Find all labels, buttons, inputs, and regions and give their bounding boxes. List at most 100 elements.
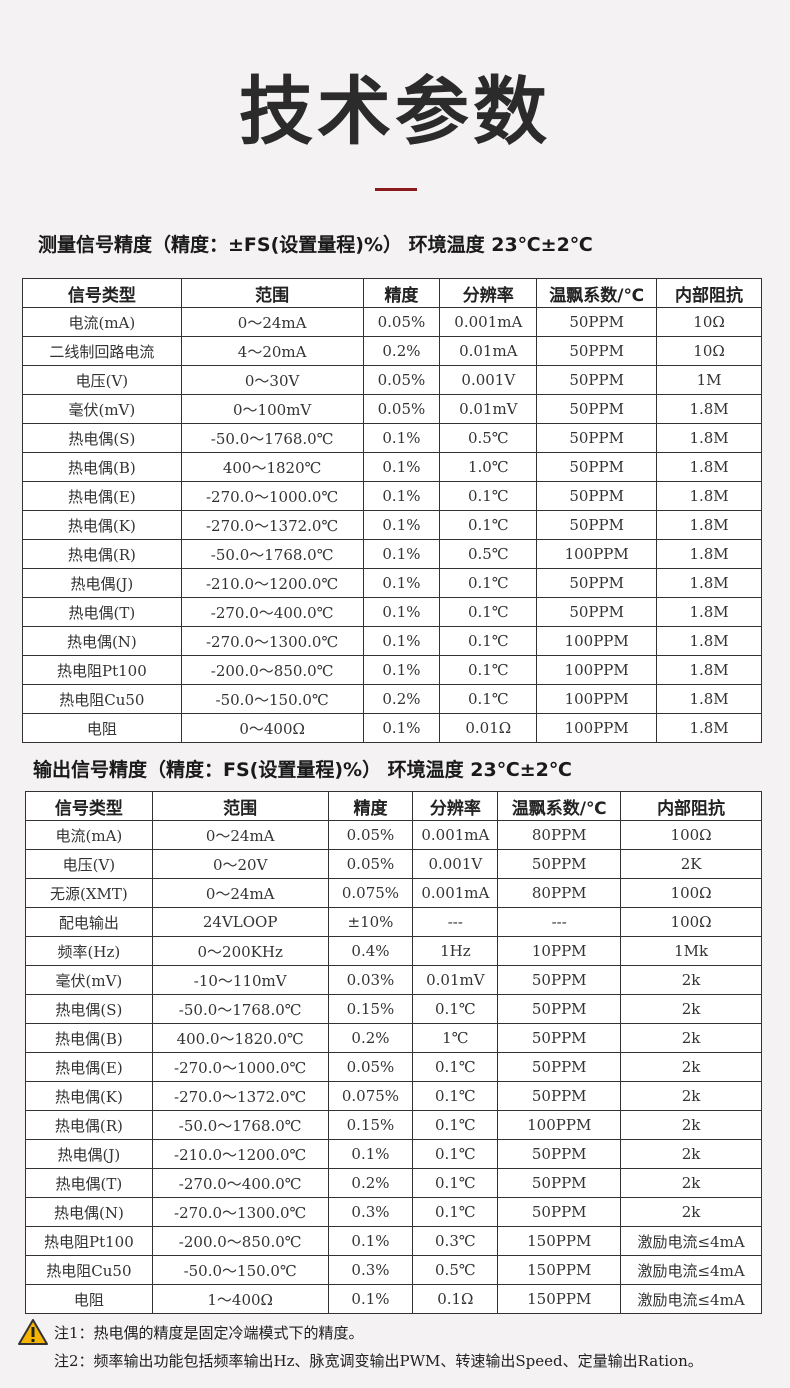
table-row: 热电偶(B) 400.0～1820.0℃ 0.2% 1℃ 50PPM 2k — [25, 1023, 762, 1053]
table-cell: 0.001mA — [412, 878, 499, 908]
table-cell: 0.1℃ — [439, 626, 538, 656]
table-row: 热电阻Pt100 -200.0～850.0℃ 0.1% 0.3℃ 150PPM 激励电流≤… — [25, 1226, 762, 1256]
output-heading: 输出信号精度（精度：FS(设置量程)%） 环境温度 23℃±2℃ — [33, 759, 572, 781]
table-row: 热电偶(R) -50.0～1768.0℃ 0.15% 0.1℃ 100PPM 2k — [25, 1110, 762, 1140]
table-cell: -50.0～1768.0℃ — [180, 539, 364, 569]
table-cell: 1.8M — [656, 452, 762, 482]
table-row: 热电偶(S) -50.0～1768.0℃ 0.15% 0.1℃ 50PPM 2k — [25, 994, 762, 1024]
column-header: 分辨率 — [439, 278, 538, 308]
table-row: 热电阻Pt100 -200.0～850.0℃ 0.1% 0.1℃ 100PPM 1.8M — [22, 655, 762, 685]
table-row: 热电偶(J) -210.0～1200.0℃ 0.1% 0.1℃ 50PPM 2k — [25, 1139, 762, 1169]
table-cell: 50PPM — [497, 1081, 622, 1111]
table-cell: 0.1℃ — [412, 1139, 499, 1169]
table-cell: 400.0～1820.0℃ — [151, 1023, 329, 1053]
table-cell: 0.1℃ — [412, 994, 499, 1024]
table-cell: 0.1% — [362, 713, 441, 743]
table-cell: 热电偶(S) — [25, 994, 153, 1024]
table-cell: 热电偶(T) — [25, 1168, 153, 1198]
table-cell: 0.001V — [412, 849, 499, 879]
table-cell: 1Mk — [620, 936, 762, 966]
table-cell: 电压(V) — [22, 365, 182, 395]
table-cell: 0.01mA — [439, 336, 538, 366]
table-cell: 0.2% — [362, 684, 441, 714]
table-row: 毫伏(mV) -10～110mV 0.03% 0.01mV 50PPM 2k — [25, 965, 762, 995]
table-cell: --- — [497, 907, 622, 937]
table-cell: -270.0～1300.0℃ — [151, 1197, 329, 1227]
table-cell: 0.05% — [327, 849, 414, 879]
table-cell: 50PPM — [536, 423, 658, 453]
table-cell: 0.1% — [362, 510, 441, 540]
table-cell: 热电阻Cu50 — [22, 684, 182, 714]
table-cell: 0.1℃ — [412, 1081, 499, 1111]
table-cell: -270.0～400.0℃ — [151, 1168, 329, 1198]
table-row: 热电偶(E) -270.0～1000.0℃ 0.05% 0.1℃ 50PPM 2k — [25, 1052, 762, 1082]
table-row: 热电偶(T) -270.0～400.0℃ 0.2% 0.1℃ 50PPM 2k — [25, 1168, 762, 1198]
table-cell: --- — [412, 907, 499, 937]
table-cell: 100Ω — [620, 907, 762, 937]
table-cell: 50PPM — [497, 965, 622, 995]
table-cell: 0.075% — [327, 1081, 414, 1111]
table-cell: 10PPM — [497, 936, 622, 966]
table-cell: -270.0～400.0℃ — [180, 597, 364, 627]
table-cell: 2k — [620, 1052, 762, 1082]
table-row: 热电偶(R) -50.0～1768.0℃ 0.1% 0.5℃ 100PPM 1.8M — [22, 539, 762, 569]
table-row: 热电偶(B) 400～1820℃ 0.1% 1.0℃ 50PPM 1.8M — [22, 452, 762, 482]
table-cell: 100Ω — [620, 878, 762, 908]
table-cell: -50.0～1768.0℃ — [151, 1110, 329, 1140]
table-cell: 0.4% — [327, 936, 414, 966]
table-cell: -270.0～1300.0℃ — [180, 626, 364, 656]
table-cell: 热电偶(J) — [22, 568, 182, 598]
measurement-table: 信号类型 范围 精度 分辨率 温飘系数/℃ 内部阻抗 电流(mA) 0～24mA 0.05% 0.… — [22, 278, 762, 743]
table-cell: 50PPM — [497, 1023, 622, 1053]
table-cell: 0～24mA — [151, 878, 329, 908]
table-row: 配电输出 24VLOOP ±10% --- --- 100Ω — [25, 907, 762, 937]
table-cell: 2k — [620, 994, 762, 1024]
table-cell: 0.1Ω — [412, 1284, 499, 1314]
page-title: 技术参数 — [239, 69, 551, 155]
table-cell: 频率(Hz) — [25, 936, 153, 966]
table-row: 电流(mA) 0～24mA 0.05% 0.001mA 80PPM 100Ω — [25, 820, 762, 850]
table-row: 热电阻Cu50 -50.0～150.0℃ 0.2% 0.1℃ 100PPM 1.8M — [22, 684, 762, 714]
table-cell: 0.3℃ — [412, 1226, 499, 1256]
table-cell: 1.8M — [656, 510, 762, 540]
table-cell: 热电偶(K) — [22, 510, 182, 540]
table-cell: 50PPM — [536, 394, 658, 424]
table-cell: 50PPM — [497, 1197, 622, 1227]
table-cell: -200.0～850.0℃ — [151, 1226, 329, 1256]
table-cell: 0.1℃ — [412, 1168, 499, 1198]
table-cell: 0.001mA — [412, 820, 499, 850]
table-cell: 1.0℃ — [439, 452, 538, 482]
column-header: 精度 — [327, 791, 414, 821]
table-cell: 50PPM — [497, 1139, 622, 1169]
table-cell: 50PPM — [536, 568, 658, 598]
column-header: 信号类型 — [25, 791, 153, 821]
table-cell: 热电偶(E) — [25, 1052, 153, 1082]
table-cell: 1.8M — [656, 626, 762, 656]
table-cell: 热电偶(S) — [22, 423, 182, 453]
column-header: 精度 — [362, 278, 441, 308]
table-cell: 0.1% — [327, 1139, 414, 1169]
column-header: 范围 — [180, 278, 364, 308]
table-cell: 2k — [620, 1023, 762, 1053]
table-cell: 1.8M — [656, 539, 762, 569]
table-cell: 0.3% — [327, 1197, 414, 1227]
table-cell: 0.5℃ — [412, 1255, 499, 1285]
table-cell: 激励电流≤4mA — [620, 1226, 762, 1256]
table-cell: 1.8M — [656, 713, 762, 743]
table-row: 热电偶(K) -270.0～1372.0℃ 0.1% 0.1℃ 50PPM 1.8M — [22, 510, 762, 540]
table-cell: 0.2% — [327, 1168, 414, 1198]
table-cell: 0.3% — [327, 1255, 414, 1285]
table-cell: 50PPM — [536, 365, 658, 395]
table-cell: 热电偶(N) — [25, 1197, 153, 1227]
table-cell: 0.01mV — [439, 394, 538, 424]
table-cell: 0.1% — [327, 1284, 414, 1314]
table-row: 热电偶(S) -50.0～1768.0℃ 0.1% 0.5℃ 50PPM 1.8M — [22, 423, 762, 453]
table-cell: 电流(mA) — [22, 307, 182, 337]
table-cell: 50PPM — [536, 481, 658, 511]
table-row: 热电偶(N) -270.0～1300.0℃ 0.1% 0.1℃ 100PPM 1.8M — [22, 626, 762, 656]
column-header: 温飘系数/℃ — [536, 278, 658, 308]
table-cell: 150PPM — [497, 1284, 622, 1314]
table-cell: 热电偶(B) — [22, 452, 182, 482]
table-cell: 100PPM — [536, 626, 658, 656]
